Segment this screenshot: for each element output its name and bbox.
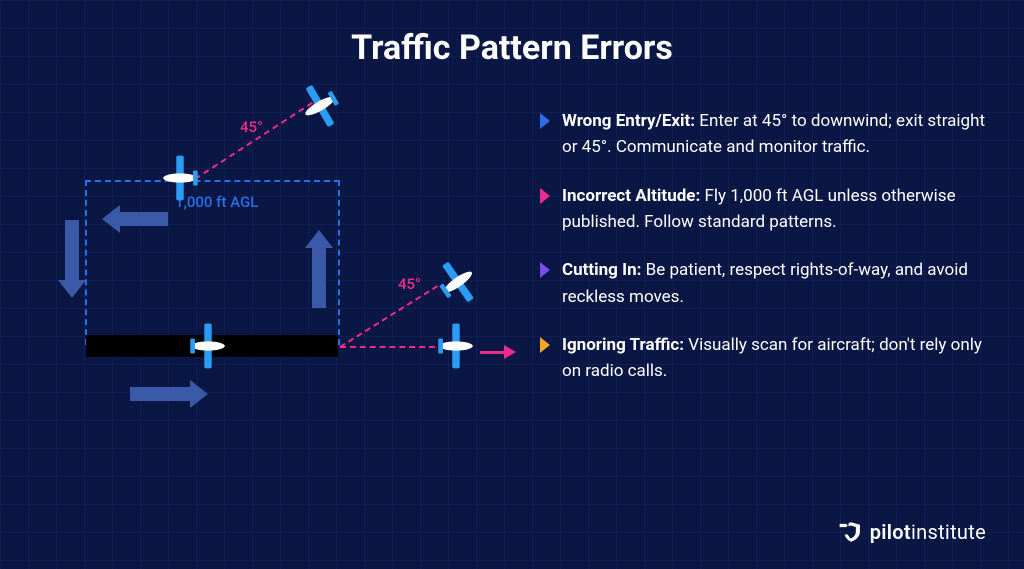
chevron-icon [540, 337, 550, 353]
exit-straight-line [340, 346, 435, 348]
brand-bold: pilot [870, 520, 911, 544]
chevron-icon [540, 113, 550, 129]
bullet-title: Wrong Entry/Exit: [562, 111, 695, 131]
brand-logo: pilotinstitute [838, 519, 986, 545]
arrow-upwind [130, 380, 208, 408]
bullet-title: Cutting In: [562, 260, 641, 280]
page-title: Traffic Pattern Errors [0, 28, 1024, 68]
bullet-title: Ignoring Traffic: [562, 335, 684, 355]
angle-right-label: 45° [398, 275, 421, 293]
plane-runway [180, 318, 236, 374]
bullet-incorrect-altitude: Incorrect Altitude: Fly 1,000 ft AGL unl… [540, 183, 990, 236]
chevron-icon [540, 188, 550, 204]
exit-45-line [339, 285, 438, 348]
brand-text: pilotinstitute [870, 520, 986, 544]
bullet-list: Wrong Entry/Exit: Enter at 45° to downwi… [540, 108, 990, 407]
plane-downwind [152, 150, 208, 206]
traffic-pattern-diagram: 1,000 ft AGL 45° 45° [40, 100, 520, 470]
plane-exit-45 [419, 243, 497, 321]
shield-wing-icon [838, 519, 864, 545]
angle-top-label: 45° [240, 118, 263, 136]
chevron-icon [540, 262, 550, 278]
arrow-crosswind [305, 230, 333, 308]
brand-light: institute [911, 520, 986, 544]
arrow-base [58, 220, 86, 298]
bullet-wrong-entry: Wrong Entry/Exit: Enter at 45° to downwi… [540, 108, 990, 161]
bullet-title: Incorrect Altitude: [562, 186, 700, 206]
plane-exit-straight [428, 318, 484, 374]
exit-straight-arrow [480, 345, 516, 359]
arrow-downwind [102, 205, 168, 233]
bullet-cutting-in: Cutting In: Be patient, respect rights-o… [540, 257, 990, 310]
bullet-ignoring-traffic: Ignoring Traffic: Visually scan for airc… [540, 332, 990, 385]
